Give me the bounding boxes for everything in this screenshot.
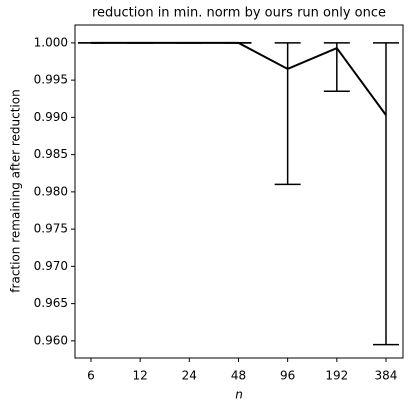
y-tick-label: 0.960 bbox=[34, 333, 68, 347]
y-tick-label: 0.990 bbox=[34, 110, 68, 124]
y-tick-label: 0.965 bbox=[34, 296, 68, 310]
x-tick-label: 384 bbox=[375, 369, 398, 383]
plot-frame bbox=[74, 24, 404, 359]
line bbox=[90, 41, 387, 116]
x-tick-label: 96 bbox=[280, 369, 295, 383]
y-tick-label: 0.995 bbox=[34, 73, 68, 87]
y-tick-label: 0.970 bbox=[34, 259, 68, 273]
chart-title: reduction in min. norm by ours run only … bbox=[92, 6, 386, 21]
x-tick-label: 192 bbox=[325, 369, 348, 383]
y-axis-label: fraction remaining after reduction bbox=[9, 89, 23, 292]
x-tick-label: 12 bbox=[133, 369, 148, 383]
y-tick-label: 0.975 bbox=[34, 222, 68, 236]
x-tick-label: 6 bbox=[87, 369, 95, 383]
y-tick-label: 0.985 bbox=[34, 147, 68, 161]
y-tick-label: 0.980 bbox=[34, 184, 68, 198]
x-tick-label: 48 bbox=[231, 369, 246, 383]
y-tick-label: 1.000 bbox=[34, 35, 68, 49]
x-axis-label: n bbox=[235, 388, 243, 402]
x-tick-label: 24 bbox=[182, 369, 197, 383]
